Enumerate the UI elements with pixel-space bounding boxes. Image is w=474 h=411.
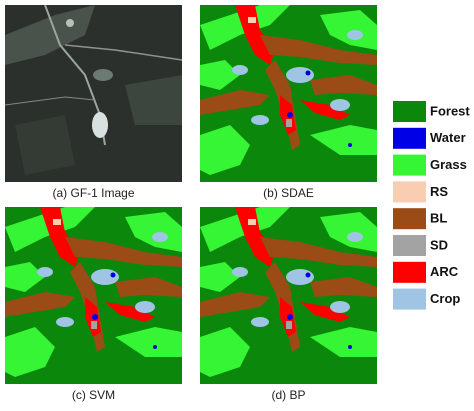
legend-label: RS	[430, 184, 448, 199]
svm-map	[5, 207, 182, 384]
panel-caption: (a) GF-1 Image	[52, 186, 134, 200]
legend-swatch	[393, 235, 426, 256]
legend-label: Water	[430, 130, 466, 145]
sdae-map	[200, 5, 377, 182]
gf1-image	[5, 5, 182, 182]
legend: Forest Water Grass RS BL SD ARC Crop	[393, 101, 470, 310]
legend-swatch	[393, 208, 426, 230]
legend-label: Crop	[430, 291, 460, 306]
bp-map	[200, 207, 377, 384]
legend-swatch	[393, 127, 426, 149]
legend-label: Forest	[430, 103, 470, 118]
legend-label: Grass	[430, 157, 467, 172]
legend-swatch	[393, 181, 426, 203]
panel-caption: (c) SVM	[72, 388, 115, 402]
legend-swatch	[393, 261, 426, 283]
legend-label: BL	[430, 211, 447, 226]
panel-caption: (d) BP	[271, 388, 305, 402]
legend-swatch	[393, 288, 426, 310]
legend-label: ARC	[430, 264, 459, 279]
panel-caption: (b) SDAE	[263, 186, 314, 200]
legend-label: SD	[430, 237, 448, 252]
captions: (a) GF-1 Image (b) SDAE (c) SVM (d) BP	[52, 186, 313, 402]
legend-swatch	[393, 154, 426, 176]
legend-swatch	[393, 101, 426, 122]
